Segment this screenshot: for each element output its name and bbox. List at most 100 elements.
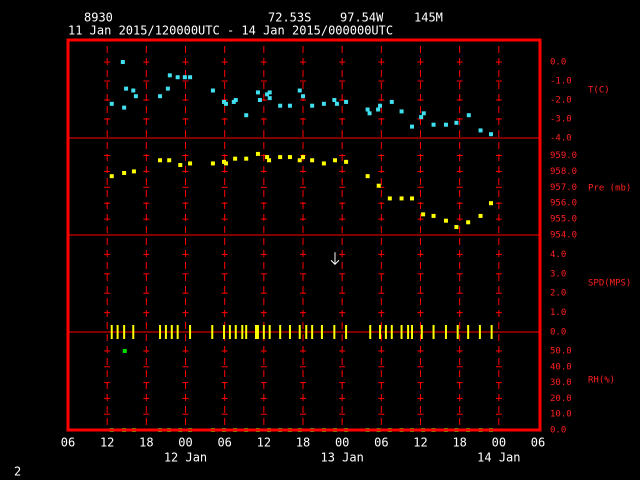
data-point (489, 201, 493, 206)
data-point (233, 98, 238, 103)
x-tick-label: 12 (413, 436, 427, 450)
data-point (167, 73, 172, 78)
data-point (410, 196, 415, 201)
y-axis-label: RH(%) (588, 376, 615, 386)
data-point (466, 113, 471, 118)
data-point (167, 158, 172, 163)
data-point (120, 60, 125, 65)
x-tick-label: 00 (178, 436, 192, 450)
x-tick-label: 00 (335, 436, 349, 450)
y-tick-label: -3.0 (550, 115, 572, 125)
data-point (410, 124, 415, 129)
y-axis-label: SPD(MPS) (588, 279, 631, 289)
y-tick-label: 50.0 (550, 346, 572, 356)
date-label: 12 Jan (164, 451, 207, 465)
y-tick-label: 954.0 (550, 231, 577, 241)
data-point (287, 155, 292, 160)
y-tick-label: 956.0 (550, 199, 577, 209)
data-point (122, 348, 127, 353)
data-point (367, 111, 372, 116)
data-point (133, 94, 138, 99)
data-point (109, 101, 114, 106)
data-point (244, 113, 249, 118)
data-point (188, 161, 193, 166)
y-axis-label: Pre (mb) (588, 184, 631, 194)
y-tick-label: 40.0 (550, 362, 572, 372)
data-point (265, 155, 270, 160)
data-point (301, 155, 305, 160)
data-point (255, 90, 260, 95)
y-axis-label: T(C) (588, 86, 610, 96)
y-tick-label: 20.0 (550, 394, 572, 404)
data-point (122, 105, 127, 110)
data-point (297, 88, 302, 93)
elevation: 145M (414, 11, 443, 25)
data-point (124, 86, 129, 91)
data-point (419, 115, 424, 120)
data-point (334, 101, 339, 106)
data-point (287, 103, 292, 108)
x-tick-label: 00 (492, 436, 506, 450)
y-tick-label: 2.0 (550, 289, 566, 299)
data-point (267, 90, 272, 95)
data-point (378, 103, 383, 108)
y-tick-label: 959.0 (550, 151, 577, 161)
x-tick-label: 06 (61, 436, 75, 450)
data-point (321, 161, 326, 166)
y-tick-label: -4.0 (550, 134, 572, 144)
y-tick-label: 958.0 (550, 167, 577, 177)
data-point (310, 158, 315, 163)
data-point (265, 92, 270, 97)
data-point (178, 163, 183, 168)
data-point (278, 103, 283, 108)
date-label: 14 Jan (477, 451, 520, 465)
data-point (310, 103, 315, 108)
data-point (257, 98, 262, 103)
data-point (223, 161, 228, 166)
page-number: 2 (14, 465, 21, 479)
data-point (131, 169, 136, 174)
data-point (210, 88, 215, 93)
y-tick-label: 0.0 (550, 426, 566, 436)
data-point (278, 155, 283, 160)
data-point (267, 158, 272, 163)
data-point (489, 132, 493, 137)
plot: 06 12 18 00 06 12 18 00 06 12 18 00 06 12 Jan 13 Jan 14… (61, 46, 631, 465)
data-point (175, 75, 180, 80)
data-point (443, 218, 448, 223)
date-label: 13 Jan (320, 451, 363, 465)
data-point (297, 158, 302, 163)
data-point (321, 101, 326, 106)
station-id: 8930 (84, 11, 113, 25)
data-point (244, 156, 249, 161)
data-point (421, 212, 426, 217)
x-tick-label: 18 (139, 436, 153, 450)
data-point (131, 88, 136, 93)
data-point (399, 109, 404, 114)
x-tick-label: 06 (531, 436, 545, 450)
x-tick-label: 12 (100, 436, 114, 450)
x-tick-label: 18 (296, 436, 310, 450)
data-point (223, 101, 228, 106)
data-point (466, 220, 471, 225)
y-tick-label: 4.0 (550, 250, 566, 260)
data-point (210, 161, 215, 166)
data-point (478, 213, 483, 218)
y-tick-label: 0.0 (550, 58, 566, 68)
data-point (301, 94, 305, 99)
data-point (376, 107, 381, 112)
wind-arrow (330, 252, 340, 265)
data-point (332, 158, 337, 163)
latitude: 72.53S (268, 11, 311, 25)
data-point (188, 75, 193, 80)
data-point (387, 196, 392, 201)
data-point (389, 99, 394, 104)
period: 11 Jan 2015/120000UTC - 14 Jan 2015/0000… (68, 24, 393, 38)
y-tick-label: 957.0 (550, 183, 577, 193)
data-point (182, 75, 187, 80)
data-point (158, 94, 163, 99)
y-tick-label: 10.0 (550, 410, 572, 420)
data-point (478, 128, 483, 133)
